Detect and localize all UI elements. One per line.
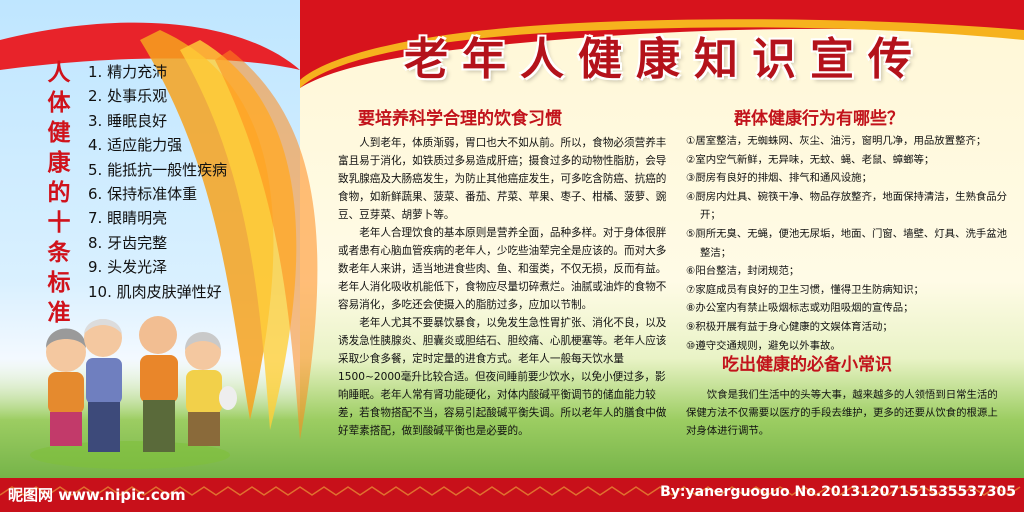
standard-item: 7. 眼睛明亮 — [88, 209, 168, 228]
diet-heading: 要培养科学合理的饮食习惯 — [358, 109, 562, 129]
standard-item: 9. 头发光泽 — [88, 258, 168, 277]
poster-title: 老年人健康知识宣传 — [404, 34, 926, 85]
footer-band — [0, 478, 1024, 512]
list-item: ②室内空气新鲜，无异味，无蚊、蝇、老鼠、蟑螂等； — [686, 153, 935, 166]
watermark-logo: 昵图网 www.nipic.com — [8, 486, 186, 504]
standard-item: 2. 处事乐观 — [88, 87, 168, 106]
list-item: ⑨积极开展有益于身心健康的文娱体育活动； — [686, 320, 893, 333]
standard-item: 3. 睡眠良好 — [88, 111, 168, 130]
group-health-heading: 群体健康行为有哪些？ — [734, 109, 904, 129]
standards-vertical-title: 人体健康的十条标准 — [47, 59, 71, 326]
grandma-right-face — [185, 334, 221, 370]
group-health-list: ①居室整洁，无蜘蛛网、灰尘、油污，窗明几净，用品放置整齐； ②室内空气新鲜，无异… — [686, 132, 1008, 355]
standard-item: 8. 牙齿完整 — [88, 233, 168, 252]
grandpa-face — [84, 319, 122, 357]
health-standards-list: 1. 精力充沛 2. 处事乐观 3. 睡眠良好 4. 适应能力强 5. 能抵抗一… — [88, 60, 227, 304]
diet-paragraph: 老年人合理饮食的基本原则是营养全面，品种多样。对于身体很胖或者患有心脑血管疾病的… — [338, 227, 667, 311]
standard-item: 1. 精力充沛 — [88, 63, 168, 81]
list-item: ⑩遵守交通规则，避免以外事故。 — [686, 339, 841, 352]
watermark-id: By:yanerguoguo No.20131207151535537305 — [660, 484, 1016, 500]
standard-item: 10. 肌肉皮肤弹性好 — [88, 282, 222, 301]
grandma-left-face — [46, 332, 86, 372]
diet-text: 人到老年，体质渐弱，胃口也大不如从前。所以，食物必须营养丰富且易于消化，如铁质过… — [338, 134, 670, 440]
grandpa-bald-face — [139, 316, 177, 354]
list-item: ④厨房内灶具、碗筷干净、物品存放整齐，地面保持清洁，生熟食品分开； — [686, 190, 1008, 222]
list-item: ⑥阳台整洁，封闭规范； — [686, 265, 800, 278]
standard-item: 6. 保持标准体重 — [88, 185, 198, 204]
standard-item: 5. 能抵抗一般性疾病 — [88, 160, 228, 179]
list-item: ①居室整洁，无蜘蛛网、灰尘、油污，窗明几净，用品放置整齐； — [686, 135, 987, 147]
list-item: ⑧办公室内有禁止吸烟标志或劝阻吸烟的宣传品； — [686, 302, 914, 315]
list-item: ⑦家庭成员有良好的卫生习惯，懂得卫生防病知识； — [686, 283, 924, 296]
tips-text: 饮食是我们生活中的头等大事，越来越多的人领悟到日常生活的保健方法不仅需要以医疗的… — [686, 389, 998, 437]
diet-paragraph: 人到老年，体质渐弱，胃口也大不如从前。所以，食物必须营养丰富且易于消化，如铁质过… — [338, 137, 667, 221]
diet-paragraph: 老年人尤其不要暴饮暴食，以免发生急性胃扩张、消化不良，以及诱发急性胰腺炎、胆囊炎… — [338, 317, 667, 437]
standard-item: 4. 适应能力强 — [88, 136, 183, 155]
list-item: ⑤厕所无臭、无蝇，便池无尿垢，地面、门窗、墙壁、灯具、洗手盆池整洁； — [686, 227, 1008, 259]
tips-heading: 吃出健康的必备小常识 — [722, 355, 892, 375]
list-item: ③厨房有良好的排烟、排气和通风设施； — [686, 172, 872, 185]
